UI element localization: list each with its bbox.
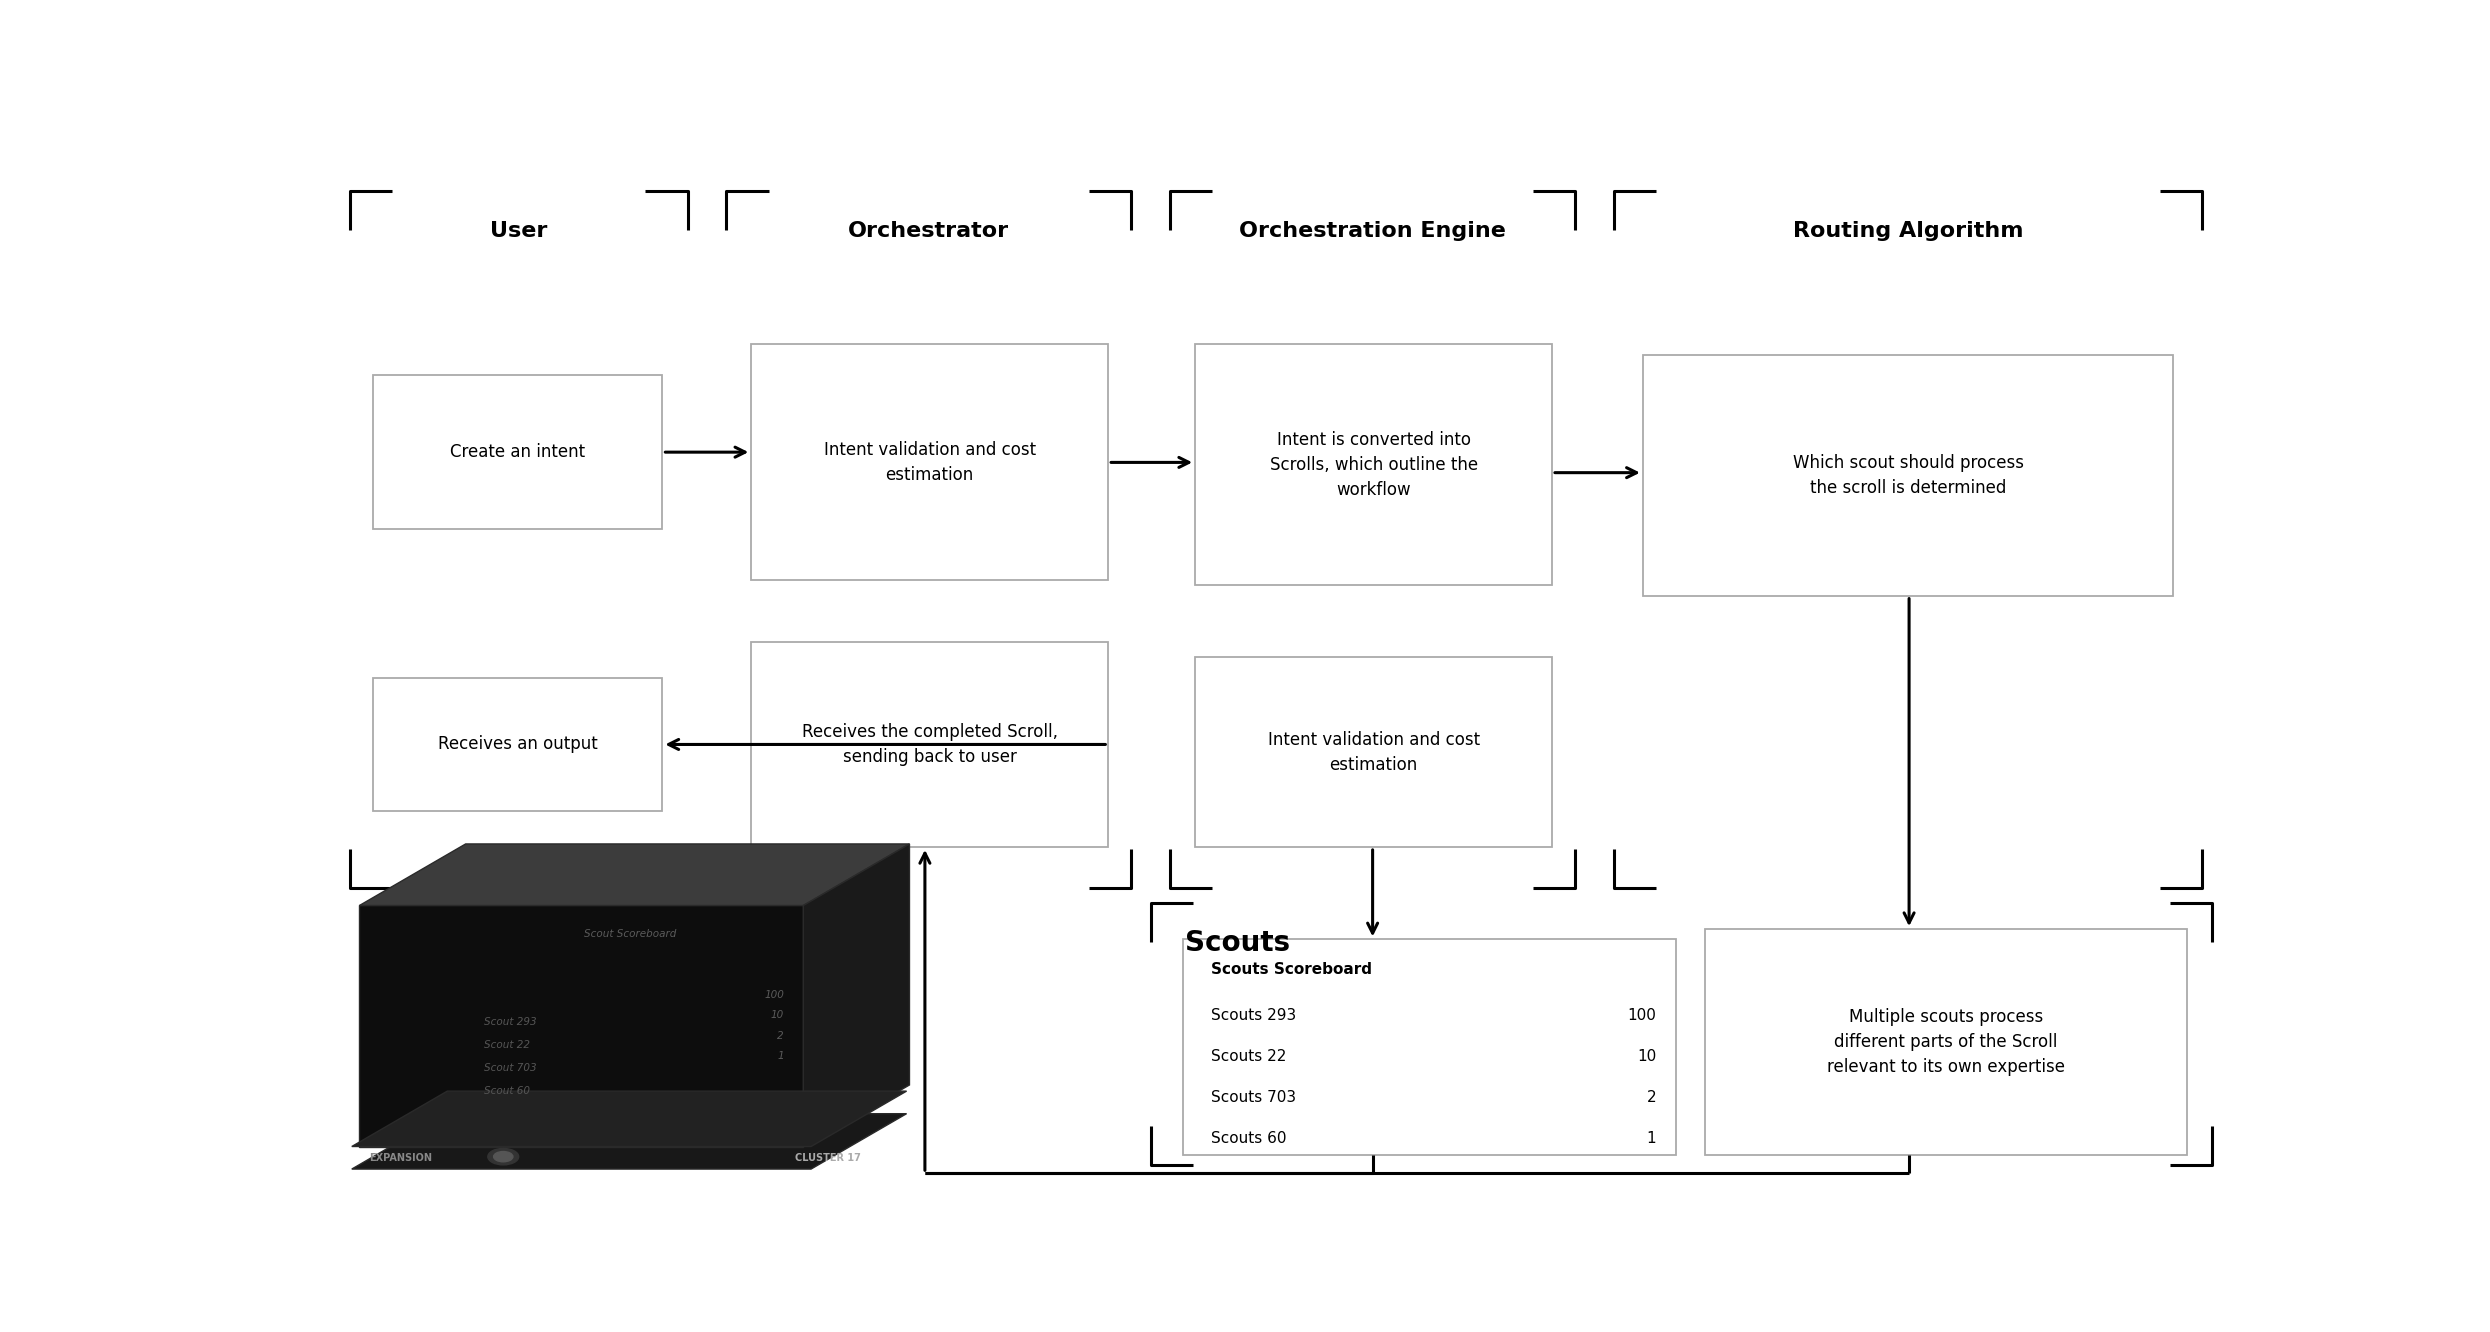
FancyBboxPatch shape — [374, 678, 662, 811]
FancyBboxPatch shape — [1643, 354, 2174, 595]
Polygon shape — [359, 906, 804, 1147]
FancyBboxPatch shape — [1195, 345, 1551, 586]
FancyBboxPatch shape — [1706, 930, 2186, 1155]
Text: Which scout should process
the scroll is determined: Which scout should process the scroll is… — [1793, 454, 2024, 497]
Text: Scouts: Scouts — [1185, 930, 1290, 958]
Text: 2: 2 — [1646, 1090, 1656, 1104]
Polygon shape — [351, 1091, 906, 1147]
Text: Scout 703: Scout 703 — [483, 1063, 535, 1074]
Text: Create an intent: Create an intent — [451, 444, 585, 461]
Text: CLUSTER 17: CLUSTER 17 — [794, 1152, 862, 1163]
Polygon shape — [359, 844, 909, 906]
Circle shape — [493, 1152, 513, 1162]
Text: Scout 60: Scout 60 — [483, 1086, 530, 1096]
Text: 10: 10 — [772, 1010, 784, 1020]
Text: User: User — [491, 221, 548, 241]
Text: 10: 10 — [1636, 1048, 1656, 1064]
Text: Scout Scoreboard: Scout Scoreboard — [585, 930, 677, 939]
Text: Scout 22: Scout 22 — [483, 1040, 530, 1050]
Text: 1: 1 — [1646, 1131, 1656, 1146]
Text: 1: 1 — [777, 1051, 784, 1062]
Polygon shape — [804, 844, 909, 1147]
Text: 2: 2 — [777, 1031, 784, 1040]
Text: Scouts Scoreboard: Scouts Scoreboard — [1210, 962, 1372, 976]
FancyBboxPatch shape — [752, 345, 1108, 581]
Text: Receives an output: Receives an output — [438, 735, 598, 754]
Text: Intent validation and cost
estimation: Intent validation and cost estimation — [824, 441, 1036, 484]
Text: Scouts 293: Scouts 293 — [1210, 1008, 1295, 1023]
Text: Orchestrator: Orchestrator — [849, 221, 1008, 241]
Text: Scouts 22: Scouts 22 — [1210, 1048, 1285, 1064]
Text: Receives the completed Scroll,
sending back to user: Receives the completed Scroll, sending b… — [802, 723, 1058, 766]
Circle shape — [488, 1148, 518, 1166]
Text: 100: 100 — [764, 990, 784, 999]
Text: Scouts 60: Scouts 60 — [1210, 1131, 1285, 1146]
FancyBboxPatch shape — [1183, 939, 1676, 1155]
Text: EXPANSION: EXPANSION — [369, 1152, 433, 1163]
Text: Routing Algorithm: Routing Algorithm — [1793, 221, 2024, 241]
FancyBboxPatch shape — [752, 642, 1108, 847]
Polygon shape — [351, 1114, 906, 1169]
Text: Intent validation and cost
estimation: Intent validation and cost estimation — [1267, 731, 1479, 774]
Text: Orchestration Engine: Orchestration Engine — [1240, 221, 1506, 241]
Text: Multiple scouts process
different parts of the Scroll
relevant to its own expert: Multiple scouts process different parts … — [1828, 1008, 2064, 1076]
FancyBboxPatch shape — [374, 376, 662, 529]
Text: 100: 100 — [1628, 1008, 1656, 1023]
Text: Scouts 703: Scouts 703 — [1210, 1090, 1295, 1104]
FancyBboxPatch shape — [1195, 657, 1551, 847]
Text: Intent is converted into
Scrolls, which outline the
workflow: Intent is converted into Scrolls, which … — [1270, 432, 1477, 500]
Text: Scout 293: Scout 293 — [483, 1018, 535, 1027]
